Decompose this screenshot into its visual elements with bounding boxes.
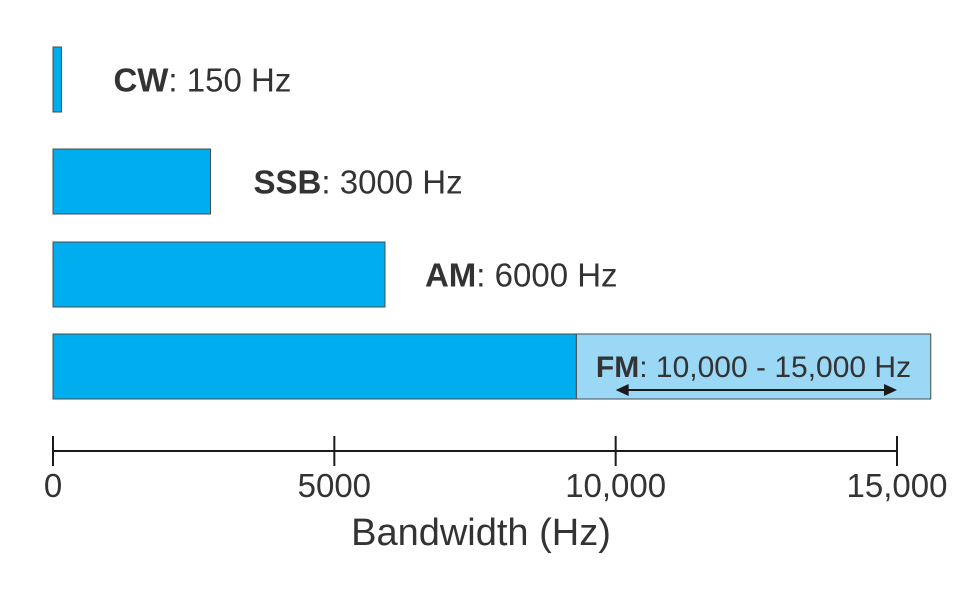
x-tick-label-1: 5000 xyxy=(298,467,371,504)
ssb-value-text: : 3000 Hz xyxy=(321,164,462,201)
x-axis-label: Bandwidth (Hz) xyxy=(351,512,611,554)
bars-layer xyxy=(52,46,932,400)
ssb-bar xyxy=(52,148,212,215)
cw-label: CW: 150 Hz xyxy=(113,62,291,99)
fm-bar xyxy=(52,333,577,400)
cw-value-text: : 150 Hz xyxy=(168,62,291,99)
fm-label: FM: 10,000 - 15,000 Hz xyxy=(596,351,911,384)
cw-mode-text: CW xyxy=(113,62,169,99)
am-mode-text: AM xyxy=(425,257,476,294)
fm-range-bar xyxy=(575,333,932,400)
fm-value-text: : 10,000 - 15,000 Hz xyxy=(639,351,911,384)
x-tick-label-2: 10,000 xyxy=(565,467,666,504)
fm-range-arrow-left xyxy=(615,384,629,396)
x-tick-label-3: 15,000 xyxy=(847,467,948,504)
cw-bar xyxy=(52,46,62,113)
x-axis: 0 5000 10,000 15,000 xyxy=(44,436,948,504)
ssb-mode-text: SSB xyxy=(254,164,322,201)
fm-range-arrow-right xyxy=(884,384,897,396)
x-tick-label-0: 0 xyxy=(44,467,62,504)
labels-layer: CW: 150 Hz SSB: 3000 Hz AM: 6000 Hz FM: 10,… xyxy=(113,62,911,396)
ssb-label: SSB: 3000 Hz xyxy=(254,164,463,201)
am-bar xyxy=(52,241,386,308)
am-label: AM: 6000 Hz xyxy=(425,257,618,294)
am-value-text: : 6000 Hz xyxy=(476,257,617,294)
fm-mode-text: FM xyxy=(596,351,639,384)
